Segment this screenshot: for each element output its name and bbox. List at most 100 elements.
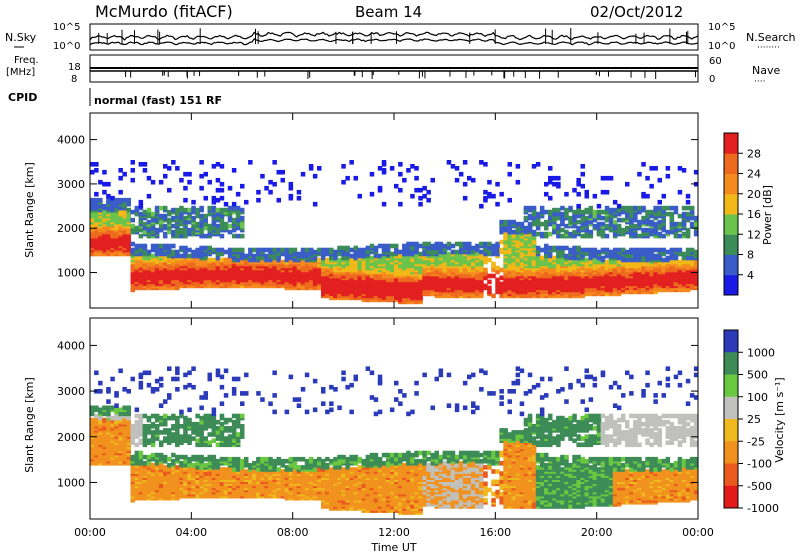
velocity-cell bbox=[154, 413, 160, 419]
power-cell bbox=[134, 211, 140, 217]
power-colorbar-tick-label: 28 bbox=[747, 147, 761, 160]
power-cell bbox=[389, 243, 395, 249]
power-cell bbox=[483, 189, 488, 195]
velocity-cell bbox=[167, 366, 172, 371]
power-cell bbox=[179, 227, 184, 233]
power-cell bbox=[410, 193, 415, 199]
power-cell bbox=[94, 197, 99, 203]
velocity-cell bbox=[167, 463, 172, 468]
power-cell bbox=[158, 251, 164, 257]
power-cell bbox=[308, 251, 314, 257]
power-cell bbox=[693, 169, 699, 175]
power-cell bbox=[130, 168, 135, 173]
power-cell bbox=[134, 243, 140, 249]
power-cell bbox=[195, 257, 200, 263]
power-cell bbox=[495, 241, 500, 247]
power-cell bbox=[454, 249, 460, 255]
power-cell bbox=[183, 229, 188, 235]
power-cell bbox=[146, 211, 152, 217]
power-cell bbox=[499, 247, 504, 253]
velocity-cell bbox=[175, 366, 180, 371]
power-cell bbox=[548, 231, 553, 237]
power-cell bbox=[179, 213, 184, 219]
velocity-cell bbox=[146, 454, 152, 460]
cpid-value: normal (fast) 151 RF bbox=[94, 94, 222, 107]
power-cell bbox=[110, 205, 115, 211]
power-cell bbox=[312, 249, 318, 255]
velocity-cell bbox=[90, 417, 95, 423]
power-cell bbox=[268, 247, 273, 253]
power-cell bbox=[475, 247, 480, 253]
power-cell bbox=[207, 245, 212, 251]
power-cell bbox=[560, 253, 565, 259]
power-cell bbox=[231, 201, 237, 207]
velocity-cell bbox=[134, 413, 140, 419]
power-cell bbox=[167, 166, 172, 171]
power-cell bbox=[394, 243, 399, 249]
power-cell bbox=[487, 241, 492, 247]
power-cell bbox=[681, 231, 687, 237]
power-cell bbox=[240, 251, 245, 257]
power-cell bbox=[556, 249, 561, 255]
velocity-cell bbox=[171, 413, 176, 419]
power-cell bbox=[215, 229, 221, 235]
power-cell bbox=[523, 215, 529, 221]
power-cell bbox=[434, 241, 439, 247]
power-cell bbox=[596, 203, 602, 209]
power-cell bbox=[572, 253, 577, 259]
power-cell bbox=[227, 229, 233, 235]
power-cell bbox=[592, 257, 598, 263]
power-cell bbox=[264, 185, 269, 191]
velocity-cell bbox=[142, 413, 148, 419]
velocity-cell bbox=[138, 384, 144, 390]
power-cell bbox=[158, 223, 164, 229]
power-cell bbox=[552, 215, 557, 221]
power-cell bbox=[677, 166, 683, 171]
power-cell bbox=[195, 247, 200, 253]
power-cell bbox=[256, 197, 261, 203]
velocity-cell bbox=[94, 370, 99, 376]
power-cell bbox=[653, 166, 658, 171]
nave-tick-low: 0 bbox=[709, 74, 715, 85]
power-colorbar-tick-label: 8 bbox=[747, 249, 754, 262]
power-cell bbox=[544, 181, 549, 187]
power-cell bbox=[487, 179, 492, 185]
power-cell bbox=[653, 253, 658, 259]
count-traces bbox=[89, 28, 699, 46]
power-cell bbox=[240, 223, 245, 229]
power-cell bbox=[665, 166, 671, 171]
power-cell bbox=[219, 223, 225, 229]
velocity-cell bbox=[179, 434, 184, 439]
power-cell bbox=[381, 201, 387, 207]
power-cell bbox=[661, 251, 666, 257]
power-cell bbox=[353, 245, 358, 251]
power-cell bbox=[235, 191, 241, 197]
freq-nave-panel: Freq. [MHz] 18 8 60 0 Nave ···· bbox=[6, 54, 780, 87]
power-cell bbox=[223, 201, 229, 207]
power-cell bbox=[580, 183, 585, 189]
velocity-cell bbox=[142, 370, 148, 376]
power-cell bbox=[499, 219, 504, 225]
power-cell bbox=[535, 217, 541, 223]
power-cell bbox=[637, 171, 642, 177]
power-cell bbox=[227, 257, 233, 263]
velocity-cell bbox=[138, 413, 144, 419]
nave-label: Nave bbox=[752, 64, 780, 77]
power-cell bbox=[608, 249, 614, 255]
power-cell bbox=[596, 209, 602, 215]
power-cell bbox=[539, 247, 545, 253]
power-cell bbox=[458, 241, 464, 247]
velocity-cell bbox=[158, 403, 164, 408]
velocity-cell bbox=[94, 405, 99, 411]
velocity-cell bbox=[126, 405, 131, 411]
velocity-cell bbox=[102, 405, 107, 411]
power-cell bbox=[163, 173, 168, 179]
power-cell bbox=[572, 187, 577, 193]
power-cell bbox=[673, 221, 679, 227]
power-cell bbox=[179, 233, 184, 239]
power-cell bbox=[199, 173, 204, 179]
power-cell bbox=[689, 205, 695, 211]
power-cell bbox=[645, 247, 650, 253]
power-cell bbox=[531, 219, 537, 225]
power-cell bbox=[572, 217, 577, 223]
